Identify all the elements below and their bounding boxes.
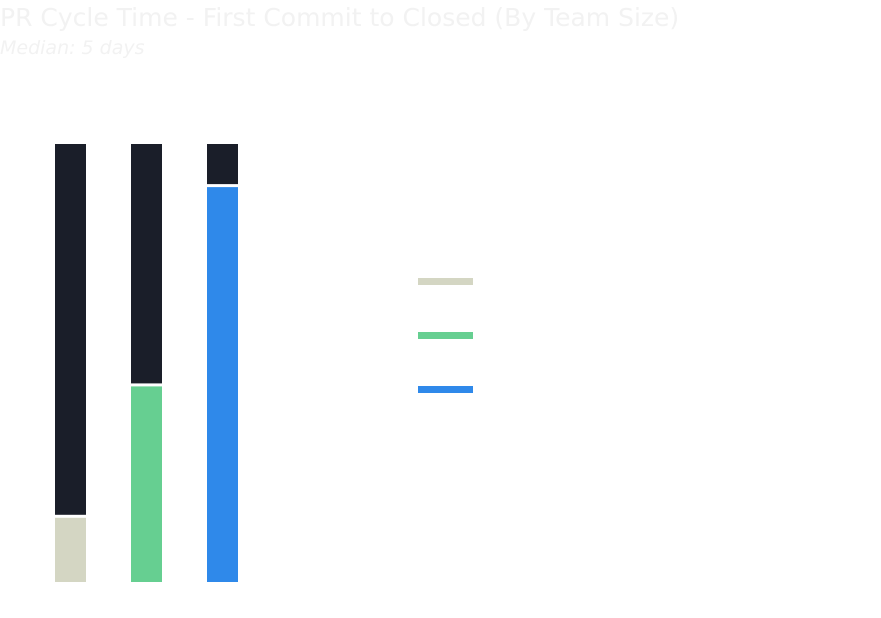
- bar-segment: [131, 386, 162, 582]
- bar-segment: [55, 144, 86, 515]
- bar-segment: [207, 144, 238, 185]
- bar-segment: [131, 144, 162, 384]
- chart-subtitle: Median: 5 days: [0, 37, 145, 59]
- chart-title: PR Cycle Time - First Commit to Closed (…: [0, 3, 680, 32]
- legend-swatch: [418, 278, 473, 285]
- legend-swatch: [418, 386, 473, 393]
- bar-segment: [207, 187, 238, 583]
- legend-swatch: [418, 332, 473, 339]
- bar-segment: [55, 517, 86, 582]
